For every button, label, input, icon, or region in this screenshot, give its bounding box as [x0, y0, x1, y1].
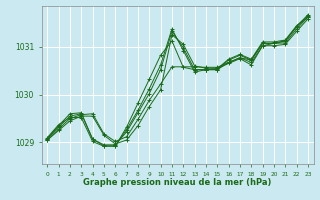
X-axis label: Graphe pression niveau de la mer (hPa): Graphe pression niveau de la mer (hPa) [84, 178, 272, 187]
